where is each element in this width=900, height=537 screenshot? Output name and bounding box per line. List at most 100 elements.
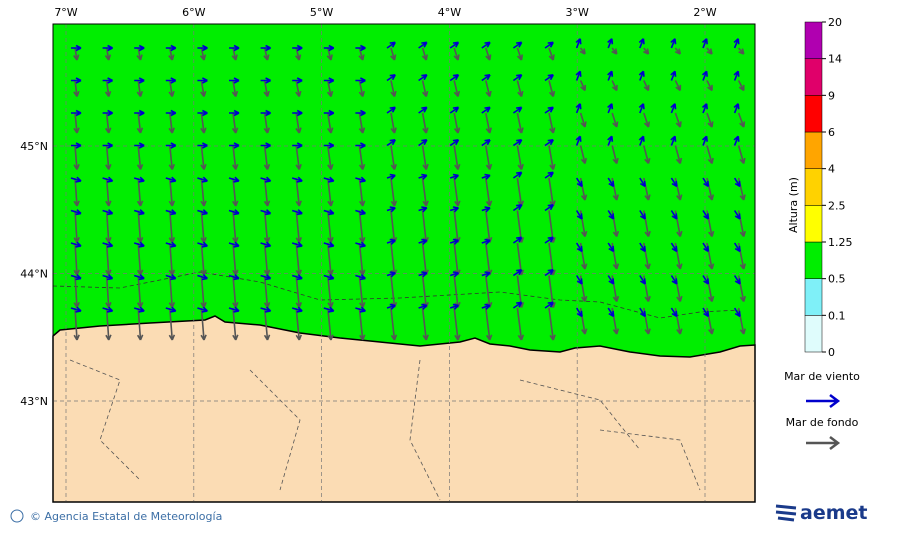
wave-arrow [133,176,145,183]
wave-arrow [260,241,272,248]
wave-arrow [418,74,428,82]
wave-arrow [70,176,82,183]
wave-arrow [481,206,491,213]
wave-arrow [575,38,582,49]
colorbar-segment [804,58,823,96]
colorbar-label: 6 [828,126,835,139]
wave-arrow [327,307,334,341]
wave-arrow [453,307,461,341]
wave-arrow [197,209,208,216]
wave-arrow [418,303,428,310]
wave-arrow [263,145,271,170]
wave-arrow [291,241,303,248]
wave-arrow [292,44,303,52]
wave-arrow [105,145,112,170]
wave-arrow [295,145,302,170]
wave-arrow [575,242,583,253]
wave-arrow [643,80,650,92]
wave-arrow [639,307,646,318]
wave-arrow [165,176,177,183]
wave-arrow [611,80,618,92]
wave-arrow [71,142,82,149]
wave-arrow [260,209,272,216]
wave-arrow [73,47,80,61]
wave-arrow [390,307,398,341]
legend-label: Mar de fondo [786,416,859,429]
wave-arrow [733,70,740,81]
lon-label: 3°W [566,6,589,19]
wave-arrow [386,74,396,82]
wave-arrow [197,77,208,84]
colorbar-segment [804,278,823,316]
wave-arrow [418,106,428,114]
colorbar-segment [804,21,823,59]
wave-arrow [706,145,714,165]
wave-arrow [102,176,114,183]
wave-arrow [102,274,114,281]
wave-arrow [102,241,114,248]
wave-arrow [136,112,144,134]
wave-arrow [607,135,614,146]
wave-arrow [481,173,491,180]
wave-arrow [200,145,207,170]
wave-arrow [421,145,429,170]
colorbar-segment [804,168,823,206]
wave-arrow [327,145,334,170]
wave-arrow [639,210,646,220]
wave-arrow [639,275,646,285]
wave-arrow [674,112,682,128]
wave-arrow [670,135,677,146]
wave-arrow [292,109,303,117]
wave-arrow [548,145,556,170]
wave-arrow [421,112,429,134]
wave-arrow [516,80,524,98]
wave-arrow [73,145,80,170]
wave-arrow [133,241,145,248]
wave-arrow [200,112,207,134]
wave-arrow [449,74,460,82]
wave-arrow [481,238,491,245]
wave-arrow [386,41,396,49]
wave-arrow [512,301,523,309]
wave-arrow [200,210,207,243]
wave-arrow [263,177,271,207]
wave-arrow [200,242,207,276]
wave-arrow [291,209,303,216]
wave-arrow [136,210,144,243]
wave-arrow [733,242,741,253]
wave-arrow [701,103,708,114]
wave-arrow [670,103,677,114]
wave-arrow [358,177,366,207]
wave-arrow [358,307,366,341]
colorbar-segment [804,95,823,133]
wave-arrow [544,171,554,179]
wave-arrow [421,307,429,341]
wave-arrow [232,177,239,207]
wave-arrow [228,274,240,281]
wave-arrow [418,139,428,147]
wave-arrow [544,106,554,114]
wave-arrow [200,177,207,207]
wave-arrow [421,47,428,61]
wave-arrow [70,241,82,248]
wave-arrow [295,80,302,97]
wave-arrow [638,70,645,81]
wave-arrow [485,177,493,207]
wave-arrow [611,47,618,55]
wave-arrow [323,142,335,149]
wave-arrow [228,176,240,183]
wave-arrow [70,209,82,216]
wave-arrow [232,242,239,276]
wave-arrow [295,307,303,341]
wave-arrow [418,206,428,213]
wave-arrow [358,80,365,97]
wave-arrow [485,47,492,61]
wave-arrow [355,274,366,281]
wave-arrow [168,177,176,207]
wave-arrow [260,142,271,149]
wave-arrow [421,80,429,98]
wave-arrow [232,145,239,170]
wave-arrow [481,271,491,278]
wave-arrow [358,242,366,276]
colorbar-label: 0.5 [828,273,846,286]
